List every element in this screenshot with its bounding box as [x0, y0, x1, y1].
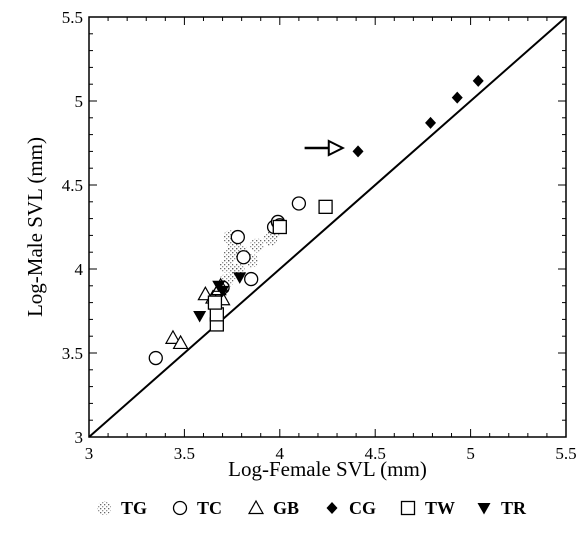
series-tw	[207, 199, 333, 332]
series-tr	[193, 272, 247, 323]
point-cg	[472, 74, 484, 87]
x-tick-label: 4	[276, 444, 285, 463]
point-tw	[318, 199, 333, 214]
point-tc	[148, 350, 163, 366]
legend-item-tr: TR	[477, 498, 527, 518]
x-tick-label: 3	[85, 444, 94, 463]
point-cg	[352, 145, 364, 158]
legend-label-tw: TW	[425, 498, 455, 518]
x-axis-title: Log-Female SVL (mm)	[228, 457, 427, 481]
legend: TG TC GB CG TW TR	[97, 498, 527, 518]
point-tr	[193, 311, 207, 323]
point-tw	[209, 307, 224, 322]
y-tick-label: 5	[75, 92, 84, 111]
x-tick-label: 4.5	[365, 444, 386, 463]
y-axis-title: Log-Male SVL (mm)	[23, 137, 47, 317]
point-tr	[216, 285, 230, 298]
legend-item-tw: TW	[400, 498, 455, 518]
y-tick-label: 4	[75, 260, 84, 279]
legend-label-cg: CG	[349, 498, 376, 518]
point-tc	[236, 250, 251, 265]
legend-marker-tg	[97, 501, 111, 515]
reference-line	[88, 16, 567, 438]
y-tick-label: 3.5	[62, 344, 83, 363]
legend-item-gb: GB	[247, 498, 299, 518]
point-tr	[233, 272, 247, 284]
data-points	[148, 74, 484, 366]
point-gb	[164, 329, 181, 344]
x-tick-label: 3.5	[174, 444, 195, 463]
point-cg	[451, 91, 463, 104]
y-tick-label: 4.5	[62, 176, 83, 195]
axes: 3 3.5 4 4.5 5 5.5 3 3.5 4 4.5 5 5.5 Log-Female SVL (…	[23, 8, 577, 481]
annotation-arrow	[304, 139, 346, 157]
point-cg	[425, 116, 437, 129]
legend-marker-tr	[477, 503, 491, 515]
point-tw	[207, 295, 223, 310]
legend-item-tc: TC	[172, 498, 222, 518]
point-gb	[172, 334, 189, 350]
x-tick-label: 5.5	[555, 444, 576, 463]
x-tick-label: 5	[466, 444, 475, 463]
point-tc	[230, 229, 245, 245]
legend-label-tr: TR	[501, 498, 527, 518]
plot-area	[88, 16, 567, 438]
series-cg	[352, 74, 484, 158]
legend-label-tc: TC	[197, 498, 222, 518]
point-tg	[249, 238, 264, 253]
legend-item-cg: CG	[326, 498, 376, 518]
y-tick-label: 3	[75, 428, 84, 447]
y-tick-label: 5.5	[62, 8, 83, 27]
legend-marker-gb	[247, 499, 265, 515]
legend-item-tg: TG	[97, 498, 147, 518]
legend-label-tg: TG	[121, 498, 147, 518]
point-tc	[291, 196, 307, 211]
legend-marker-tc	[172, 500, 188, 516]
plot-frame	[88, 16, 567, 438]
point-tw	[272, 219, 287, 235]
legend-marker-tw	[400, 500, 416, 516]
arrow-head	[327, 139, 346, 157]
legend-label-gb: GB	[273, 498, 299, 518]
legend-marker-cg	[326, 502, 338, 514]
point-tc	[244, 271, 259, 287]
